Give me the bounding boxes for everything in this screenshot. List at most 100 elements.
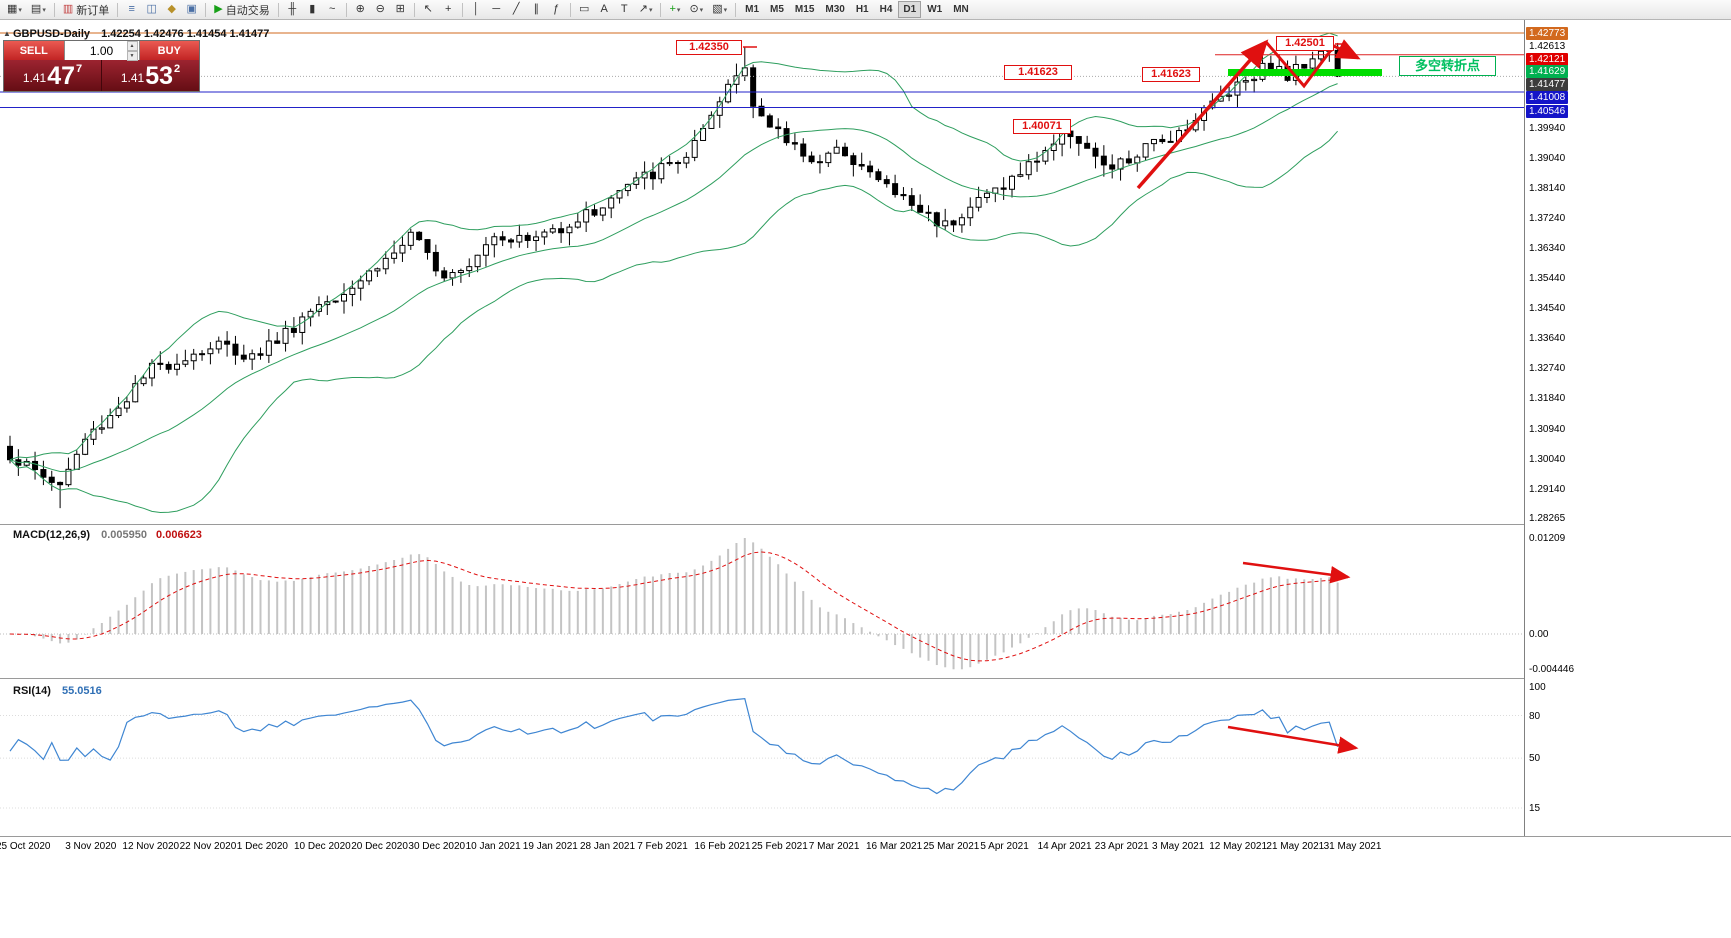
price-axis-scale-label: 1.39040 [1529, 152, 1566, 164]
timeframe-mn-button[interactable]: MN [953, 4, 969, 15]
price-annotation-label[interactable]: 1.40071 [1013, 119, 1071, 134]
toolbar-separator [205, 2, 207, 17]
timeframe-m15-button[interactable]: M15 [794, 4, 815, 15]
dropdown-caret-icon: ▾ [676, 6, 681, 14]
trend-arrow[interactable] [1136, 39, 1269, 190]
rsi-canvas[interactable] [0, 680, 1524, 836]
bar-chart-type-button[interactable]: ╫ [283, 1, 302, 18]
horizontal-level-lines[interactable] [0, 32, 1524, 108]
one-click-trading-panel: SELL 1.00 ▲ ▼ BUY 1.41 47 7 1.41 53 2 [3, 40, 200, 92]
panel-splitter[interactable] [0, 524, 1731, 525]
market-watch-button[interactable]: ≡ [122, 1, 141, 18]
channel-button[interactable]: ∥ [527, 1, 546, 18]
buy-price-point: 2 [174, 63, 181, 75]
zoom-in-button[interactable]: ⊕ [351, 1, 370, 18]
sell-price-display[interactable]: 1.41 47 7 [4, 60, 102, 91]
line-chart-type-button[interactable]: ~ [323, 1, 342, 18]
lot-decrease-button[interactable]: ▼ [126, 51, 138, 61]
lot-increase-button[interactable]: ▲ [126, 41, 138, 51]
date-label: 14 Apr 2021 [1037, 841, 1092, 852]
rsi-trend-arrow[interactable] [1227, 725, 1359, 754]
rsi-title: RSI(14) [13, 685, 51, 697]
date-label: 10 Dec 2020 [294, 841, 351, 852]
timeframe-w1-button[interactable]: W1 [927, 4, 943, 15]
indicators-button[interactable]: + ▾ [665, 1, 684, 18]
terminal-button[interactable]: ▣ [182, 1, 201, 18]
price-axis-scale-label: 1.36340 [1529, 243, 1566, 255]
price-annotation-label[interactable]: 1.41623 [1004, 65, 1072, 80]
one-click-collapse-toggle[interactable]: ▲ [3, 29, 11, 38]
data-window-button[interactable]: ◫ [142, 1, 161, 18]
navigator-button[interactable]: ◆ [162, 1, 181, 18]
macd-axis-label: 0.00 [1529, 629, 1549, 640]
timeframe-h4-button[interactable]: H4 [879, 4, 893, 15]
timeframe-d1-button[interactable]: D1 [898, 1, 922, 18]
date-label: 25 Oct 2020 [0, 841, 51, 852]
candlestick-series [7, 42, 1341, 509]
candlestick-chart-type-button[interactable]: ▮ [303, 1, 322, 18]
periods-button[interactable]: ⊙ ▾ [685, 1, 707, 18]
zoom-out-icon: ⊖ [375, 3, 385, 15]
zoom-out-button[interactable]: ⊖ [371, 1, 390, 18]
symbol-period-label: GBPUSD-Daily [13, 28, 91, 40]
macd-canvas[interactable] [0, 525, 1524, 678]
date-label: 21 May 2021 [1266, 841, 1325, 852]
turning-point-note[interactable]: 多空转折点 [1399, 56, 1496, 76]
templates-button[interactable]: ▧ ▾ [708, 1, 731, 18]
rsi-axis-label: 50 [1529, 753, 1541, 764]
text-label-button[interactable]: T [615, 1, 634, 18]
price-annotation-label[interactable]: 1.42501 [1276, 36, 1334, 51]
toolbar-separator [413, 2, 415, 17]
autotrading-button[interactable]: ▶ 自动交易 [210, 1, 273, 18]
macd-trend-arrow[interactable] [1242, 561, 1351, 584]
timeframe-m5-button[interactable]: M5 [770, 4, 784, 15]
trend-arrow[interactable] [1264, 39, 1361, 89]
macd-histogram [17, 538, 1339, 670]
new-order-button[interactable]: ▥ 新订单 [59, 1, 113, 18]
price-axis[interactable]: 1.42773 1.42613 1.42121 1.41629 1.41477 1.410… [1524, 20, 1731, 836]
date-label: 3 Nov 2020 [65, 841, 117, 852]
date-axis[interactable]: 25 Oct 2020 3 Nov 2020 12 Nov 2020 22 Nov 2… [0, 836, 1731, 858]
green-highlight-bar[interactable] [1228, 69, 1382, 76]
date-label: 16 Mar 2021 [866, 841, 923, 852]
buy-price-display[interactable]: 1.41 53 2 [102, 60, 199, 91]
trendline-button[interactable]: ╱ [507, 1, 526, 18]
shapes-icon: ▭ [579, 3, 590, 15]
shapes-button[interactable]: ▭ [575, 1, 594, 18]
main-chart-canvas[interactable] [0, 20, 1524, 525]
lot-size-field[interactable]: 1.00 ▲ ▼ [63, 41, 140, 61]
text-button[interactable]: A [595, 1, 614, 18]
buy-button[interactable]: BUY [139, 41, 199, 60]
date-label: 31 May 2021 [1323, 841, 1382, 852]
price-annotation-label[interactable]: 1.42350 [676, 40, 742, 55]
autotrading-button-label: 自动交易 [225, 4, 270, 17]
macd-header: MACD(12,26,9) 0.005950 0.006623 [13, 529, 202, 541]
vertical-line-button[interactable]: │ [467, 1, 486, 18]
price-annotation-label[interactable]: 1.41623 [1142, 67, 1200, 82]
dropdown-caret-icon: ▾ [648, 6, 653, 14]
macd-value-2: 0.006623 [156, 529, 202, 541]
horizontal-line-button[interactable]: ─ [487, 1, 506, 18]
arrow-tools-button[interactable]: ↗ ▾ [635, 1, 657, 18]
crosshair-button[interactable]: + [439, 1, 458, 18]
timeframe-m1-button[interactable]: M1 [745, 4, 760, 15]
new-chart-button[interactable]: ▦ ▾ [3, 1, 26, 18]
text-icon: A [600, 3, 608, 15]
timeframe-h1-button[interactable]: H1 [855, 4, 869, 15]
profiles-button[interactable]: ▤ ▾ [27, 1, 50, 18]
sell-button[interactable]: SELL [4, 41, 64, 60]
fibonacci-button[interactable]: ƒ [547, 1, 566, 18]
price-axis-scale-label: 1.34540 [1529, 303, 1566, 315]
chart-window: ▲ GBPUSD-Daily 1.42254 1.42476 1.41454 1… [0, 20, 1731, 938]
date-label: 7 Feb 2021 [637, 841, 688, 852]
date-label: 16 Feb 2021 [694, 841, 751, 852]
panel-splitter[interactable] [0, 678, 1731, 679]
timeframe-m30-button[interactable]: M30 [825, 4, 845, 15]
price-axis-scale-label: 1.30040 [1529, 453, 1566, 465]
price-axis-scale-label: 1.35440 [1529, 273, 1566, 285]
cursor-button[interactable]: ↖ [419, 1, 438, 18]
lot-spinner: ▲ ▼ [126, 41, 138, 61]
price-axis-scale-label: 1.38140 [1529, 182, 1566, 194]
tile-windows-button[interactable]: ⊞ [391, 1, 410, 18]
